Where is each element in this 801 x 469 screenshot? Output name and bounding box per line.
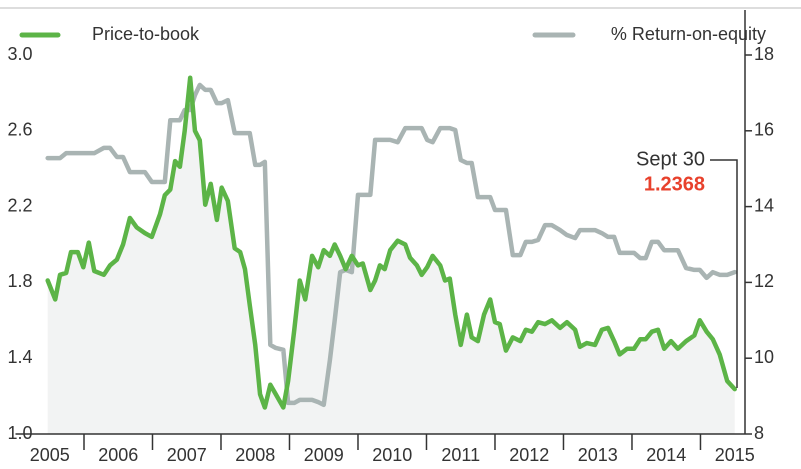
y2-tick-label: 12 bbox=[754, 271, 774, 291]
series-line bbox=[45, 82, 737, 408]
y2-tick-label: 8 bbox=[754, 423, 764, 443]
area-fill bbox=[47, 77, 735, 435]
x-tick-label: 2012 bbox=[509, 445, 549, 465]
area-layer bbox=[47, 77, 735, 435]
x-tick-label: 2010 bbox=[372, 445, 412, 465]
x-tick-label: 2014 bbox=[646, 445, 686, 465]
x-tick-label: 2005 bbox=[30, 445, 70, 465]
y-tick-label: 1.8 bbox=[7, 271, 32, 291]
annotation-leader bbox=[710, 159, 738, 388]
y2-tick-label: 14 bbox=[754, 195, 774, 215]
y-tick-label: 2.2 bbox=[7, 195, 32, 215]
x-tick-label: 2008 bbox=[235, 445, 275, 465]
line-layer bbox=[45, 75, 737, 410]
y-tick-label: 1.0 bbox=[7, 423, 32, 443]
annotation-value: 1.2368 bbox=[644, 173, 705, 195]
x-tick-label: 2007 bbox=[167, 445, 207, 465]
annotation-date: Sept 30 bbox=[636, 148, 705, 170]
legend-label: % Return-on-equity bbox=[611, 24, 766, 44]
y2-tick-label: 10 bbox=[754, 347, 774, 367]
x-tick-label: 2009 bbox=[304, 445, 344, 465]
x-tick-label: 2011 bbox=[441, 445, 480, 465]
x-tick-label: 2015 bbox=[715, 445, 755, 465]
axis-layer: 1.0 1.4 1.8 2.2 2.6 3.0 8 10 12 14 16 18 2005 2006 200… bbox=[7, 10, 774, 465]
series-line bbox=[45, 75, 737, 410]
y2-tick-label: 16 bbox=[754, 120, 774, 140]
legend: Price-to-book % Return-on-equity bbox=[19, 24, 766, 44]
x-tick-label: 2006 bbox=[98, 445, 138, 465]
y2-tick-label: 18 bbox=[754, 44, 774, 64]
x-tick-label: 2013 bbox=[578, 445, 618, 465]
y-tick-label: 3.0 bbox=[7, 44, 32, 64]
legend-label: Price-to-book bbox=[92, 24, 200, 44]
y-tick-label: 2.6 bbox=[7, 120, 32, 140]
y-tick-label: 1.4 bbox=[7, 347, 32, 367]
